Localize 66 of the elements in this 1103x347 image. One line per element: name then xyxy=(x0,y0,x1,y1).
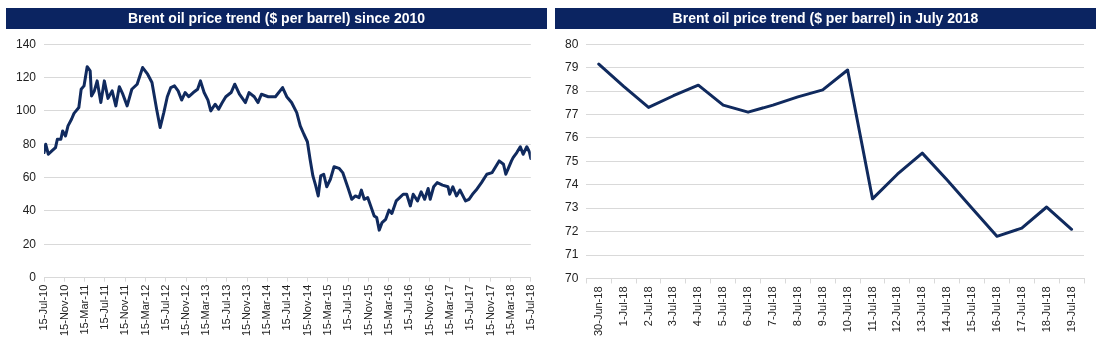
y-tick-label: 72 xyxy=(564,223,579,238)
x-tick-label: 15-Jul-14 xyxy=(280,284,293,331)
y-tick-label: 80 xyxy=(22,136,37,151)
x-tick-label: 5-Jul-18 xyxy=(716,286,729,327)
x-tick-label: 15-Nov-16 xyxy=(422,284,435,336)
x-tick-label: 17-Jul-18 xyxy=(1014,286,1027,333)
x-tick-label: 12-Jul-18 xyxy=(890,286,903,333)
y-tick-label: 40 xyxy=(22,203,37,218)
y-tick-label: 140 xyxy=(15,36,37,51)
x-tick-label: 15-Nov-10 xyxy=(57,284,70,336)
x-tick-label: 15-Jul-13 xyxy=(219,284,232,331)
x-tick-label: 15-Jul-12 xyxy=(158,284,171,331)
x-tick-label: 15-Mar-12 xyxy=(138,284,151,336)
y-tick-label: 0 xyxy=(29,269,37,284)
y-tick-label: 60 xyxy=(22,169,37,184)
x-tick-label: 15-Nov-17 xyxy=(483,284,496,336)
y-tick-label: 100 xyxy=(15,103,37,118)
x-tick-label: 6-Jul-18 xyxy=(741,286,754,327)
y-tick-label: 77 xyxy=(564,106,579,121)
x-tick-label: 15-Nov-14 xyxy=(300,284,313,336)
y-tick-label: 75 xyxy=(564,153,579,168)
y-tick-label: 80 xyxy=(564,36,579,51)
x-tick-label: 15-Jul-16 xyxy=(402,284,415,331)
x-tick-label: 15-Mar-11 xyxy=(77,284,90,335)
x-tick-label: 15-Mar-14 xyxy=(260,284,273,336)
x-tick-label: 15-Jul-18 xyxy=(965,286,978,333)
x-tick-label: 19-Jul-18 xyxy=(1064,286,1077,333)
y-tick-label: 73 xyxy=(564,200,579,215)
x-tick-label: 15-Jul-15 xyxy=(341,284,354,331)
y-tick-label: 74 xyxy=(564,177,579,192)
y-tick-label: 78 xyxy=(564,83,579,98)
x-tick-label: 13-Jul-18 xyxy=(915,286,928,333)
x-tick-label: 15-Mar-15 xyxy=(320,284,333,336)
x-tick-label: 1-Jul-18 xyxy=(616,286,629,327)
x-tick-label: 15-Jul-11 xyxy=(97,284,110,330)
x-tick-label: 4-Jul-18 xyxy=(691,286,704,327)
y-tick-label: 71 xyxy=(564,247,579,262)
x-tick-label: 15-Nov-11 xyxy=(118,284,131,336)
x-tick-label: 11-Jul-18 xyxy=(865,286,878,332)
x-tick-label: 14-Jul-18 xyxy=(940,286,953,333)
y-tick-label: 20 xyxy=(22,236,37,251)
x-tick-label: 15-Mar-18 xyxy=(503,284,516,336)
y-tick-label: 70 xyxy=(564,270,579,285)
x-tick-label: 15-Jul-10 xyxy=(37,284,50,331)
x-tick-label: 16-Jul-18 xyxy=(989,286,1002,333)
x-tick-label: 3-Jul-18 xyxy=(666,286,679,327)
x-tick-label: 7-Jul-18 xyxy=(766,286,778,327)
y-tick-label: 120 xyxy=(15,69,37,84)
x-tick-label: 30-Jun-18 xyxy=(591,286,604,337)
x-tick-label: 15-Nov-15 xyxy=(361,284,374,336)
x-tick-label: 8-Jul-18 xyxy=(790,286,803,327)
chart-title: Brent oil price trend ($ per barrel) in July 2018 xyxy=(555,8,1096,29)
chart-title: Brent oil price trend ($ per barrel) since 2010 xyxy=(6,8,547,29)
x-tick-label: 15-Jul-18 xyxy=(523,284,536,331)
y-tick-label: 79 xyxy=(564,59,579,74)
x-tick-label: 18-Jul-18 xyxy=(1039,286,1052,333)
x-tick-label: 15-Nov-13 xyxy=(240,284,253,336)
x-tick-label: 15-Mar-13 xyxy=(199,284,212,336)
x-tick-label: 15-Nov-12 xyxy=(179,284,192,336)
x-tick-label: 9-Jul-18 xyxy=(815,286,828,327)
x-tick-label: 15-Mar-16 xyxy=(381,284,394,336)
x-tick-label: 10-Jul-18 xyxy=(840,286,853,333)
x-tick-label: 15-Mar-17 xyxy=(442,284,455,336)
x-tick-label: 15-Jul-17 xyxy=(463,284,476,331)
x-tick-label: 2-Jul-18 xyxy=(641,286,654,327)
y-tick-label: 76 xyxy=(564,130,579,145)
